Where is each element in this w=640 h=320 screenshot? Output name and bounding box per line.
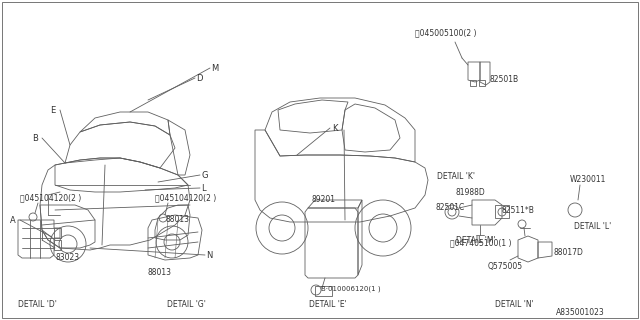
Text: Ⓢ045005100(2 ): Ⓢ045005100(2 ): [415, 28, 477, 37]
Text: N: N: [206, 251, 212, 260]
Text: 89201: 89201: [312, 195, 336, 204]
Bar: [495, 205, 509, 218]
Text: B: B: [32, 134, 38, 143]
Bar: [470, 80, 476, 86]
Bar: [54, 240, 61, 250]
Text: L: L: [201, 184, 205, 193]
Text: 82501B: 82501B: [490, 75, 519, 84]
Text: A835001023: A835001023: [556, 308, 605, 317]
Text: DETAIL 'G': DETAIL 'G': [167, 300, 206, 309]
Text: K: K: [332, 124, 337, 133]
Text: Ⓢ047405100(1 ): Ⓢ047405100(1 ): [450, 238, 511, 247]
Text: 82501C: 82501C: [436, 203, 465, 212]
Text: Ⓢ045104120(2 ): Ⓢ045104120(2 ): [155, 193, 216, 202]
Text: W230011: W230011: [570, 175, 606, 184]
Text: 82511*B: 82511*B: [502, 206, 535, 215]
Text: DETAIL 'M': DETAIL 'M': [456, 236, 495, 245]
Text: 83023: 83023: [55, 253, 79, 262]
Text: 88017D: 88017D: [554, 248, 584, 257]
Text: 88013: 88013: [165, 215, 189, 224]
Text: DETAIL 'L': DETAIL 'L': [574, 222, 611, 231]
Text: A: A: [10, 216, 16, 225]
Text: 81988D: 81988D: [455, 188, 484, 197]
Text: B·010006120(1 ): B·010006120(1 ): [321, 286, 381, 292]
Text: G: G: [201, 171, 207, 180]
Text: D: D: [196, 74, 202, 83]
Text: DETAIL 'K': DETAIL 'K': [437, 172, 475, 181]
Text: DETAIL 'E': DETAIL 'E': [309, 300, 347, 309]
Bar: [479, 80, 485, 86]
Text: E: E: [50, 106, 55, 115]
Text: Ⓢ045104120(2 ): Ⓢ045104120(2 ): [20, 193, 81, 202]
Text: 88013: 88013: [148, 268, 172, 277]
Bar: [54, 228, 61, 238]
Text: DETAIL 'N': DETAIL 'N': [495, 300, 534, 309]
Text: M: M: [211, 64, 218, 73]
Text: Q575005: Q575005: [488, 262, 523, 271]
Text: DETAIL 'D': DETAIL 'D': [18, 300, 57, 309]
